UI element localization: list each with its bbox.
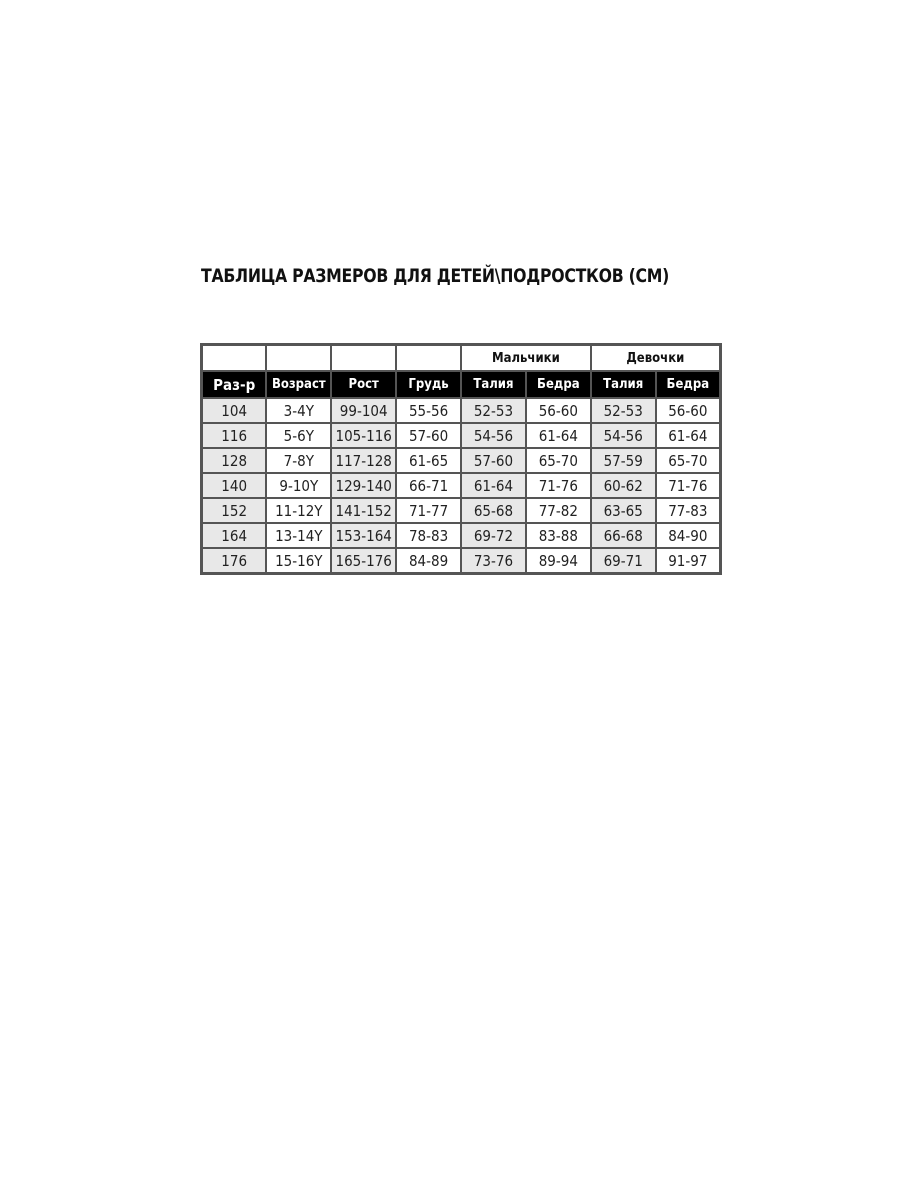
- column-header-row: Раз-р Возраст Рост Грудь Талия Бедра Тал…: [200, 370, 722, 399]
- table-row: 104 3-4Y 99-104 55-56 52-53 56-60 52-53 56-60: [200, 397, 722, 424]
- group-cell-empty: [330, 343, 398, 372]
- cell-girls-hips: 61-64: [654, 422, 722, 449]
- group-boys: Мальчики: [460, 343, 592, 372]
- group-header-row: Мальчики Девочки: [200, 343, 722, 372]
- cell-boys-hips: 56-60: [524, 397, 592, 424]
- cell-chest: 61-65: [395, 447, 462, 474]
- cell-age: 11-12Y: [265, 497, 333, 524]
- cell-girls-waist: 66-68: [589, 522, 657, 549]
- cell-height: 129-140: [330, 472, 398, 499]
- cell-boys-hips: 71-76: [524, 472, 592, 499]
- cell-girls-hips: 56-60: [654, 397, 722, 424]
- cell-boys-hips: 65-70: [524, 447, 592, 474]
- group-cell-empty: [265, 343, 333, 372]
- cell-boys-waist: 57-60: [460, 447, 527, 474]
- cell-height: 99-104: [330, 397, 398, 424]
- table-row: 152 11-12Y 141-152 71-77 65-68 77-82 63-65 77-8…: [200, 497, 722, 524]
- cell-girls-hips: 77-83: [654, 497, 722, 524]
- cell-size: 140: [200, 472, 268, 499]
- header-girls-hips: Бедра: [654, 370, 722, 399]
- cell-boys-waist: 65-68: [460, 497, 527, 524]
- group-cell-empty: [200, 343, 268, 372]
- cell-age: 3-4Y: [265, 397, 333, 424]
- cell-girls-waist: 60-62: [589, 472, 657, 499]
- cell-boys-hips: 77-82: [524, 497, 592, 524]
- cell-boys-hips: 83-88: [524, 522, 592, 549]
- cell-girls-hips: 71-76: [654, 472, 722, 499]
- page-title: ТАБЛИЦА РАЗМЕРОВ ДЛЯ ДЕТЕЙ\ПОДРОСТКОВ (С…: [201, 265, 670, 287]
- cell-age: 7-8Y: [265, 447, 333, 474]
- cell-boys-hips: 89-94: [524, 547, 592, 575]
- header-size: Раз-р: [200, 370, 268, 399]
- cell-boys-waist: 73-76: [460, 547, 527, 575]
- cell-girls-waist: 54-56: [589, 422, 657, 449]
- cell-chest: 66-71: [395, 472, 462, 499]
- cell-age: 15-16Y: [265, 547, 333, 575]
- cell-age: 5-6Y: [265, 422, 333, 449]
- cell-boys-waist: 54-56: [460, 422, 527, 449]
- cell-girls-hips: 91-97: [654, 547, 722, 575]
- size-chart-table: Мальчики Девочки Раз-р Возраст Рост Груд…: [200, 343, 722, 575]
- table-row: 116 5-6Y 105-116 57-60 54-56 61-64 54-56 61-64: [200, 422, 722, 449]
- cell-age: 13-14Y: [265, 522, 333, 549]
- cell-chest: 84-89: [395, 547, 462, 575]
- cell-girls-hips: 84-90: [654, 522, 722, 549]
- cell-boys-waist: 69-72: [460, 522, 527, 549]
- group-cell-empty: [395, 343, 462, 372]
- cell-size: 128: [200, 447, 268, 474]
- cell-height: 117-128: [330, 447, 398, 474]
- cell-chest: 57-60: [395, 422, 462, 449]
- header-boys-waist: Талия: [460, 370, 527, 399]
- cell-height: 165-176: [330, 547, 398, 575]
- header-girls-waist: Талия: [589, 370, 657, 399]
- header-age: Возраст: [265, 370, 333, 399]
- table-row: 140 9-10Y 129-140 66-71 61-64 71-76 60-62 71-76: [200, 472, 722, 499]
- cell-size: 164: [200, 522, 268, 549]
- cell-size: 176: [200, 547, 268, 575]
- cell-height: 105-116: [330, 422, 398, 449]
- table-row: 176 15-16Y 165-176 84-89 73-76 89-94 69-71 91-9…: [200, 547, 722, 575]
- cell-height: 153-164: [330, 522, 398, 549]
- header-height: Рост: [330, 370, 398, 399]
- group-girls: Девочки: [589, 343, 722, 372]
- header-boys-hips: Бедра: [524, 370, 592, 399]
- cell-chest: 78-83: [395, 522, 462, 549]
- cell-boys-hips: 61-64: [524, 422, 592, 449]
- cell-girls-waist: 52-53: [589, 397, 657, 424]
- header-chest: Грудь: [395, 370, 462, 399]
- cell-girls-hips: 65-70: [654, 447, 722, 474]
- cell-girls-waist: 63-65: [589, 497, 657, 524]
- cell-chest: 55-56: [395, 397, 462, 424]
- cell-chest: 71-77: [395, 497, 462, 524]
- cell-size: 104: [200, 397, 268, 424]
- cell-boys-waist: 61-64: [460, 472, 527, 499]
- cell-boys-waist: 52-53: [460, 397, 527, 424]
- cell-girls-waist: 69-71: [589, 547, 657, 575]
- cell-girls-waist: 57-59: [589, 447, 657, 474]
- cell-size: 116: [200, 422, 268, 449]
- table-row: 128 7-8Y 117-128 61-65 57-60 65-70 57-59 65-70: [200, 447, 722, 474]
- cell-age: 9-10Y: [265, 472, 333, 499]
- table-row: 164 13-14Y 153-164 78-83 69-72 83-88 66-68 84-9…: [200, 522, 722, 549]
- cell-size: 152: [200, 497, 268, 524]
- cell-height: 141-152: [330, 497, 398, 524]
